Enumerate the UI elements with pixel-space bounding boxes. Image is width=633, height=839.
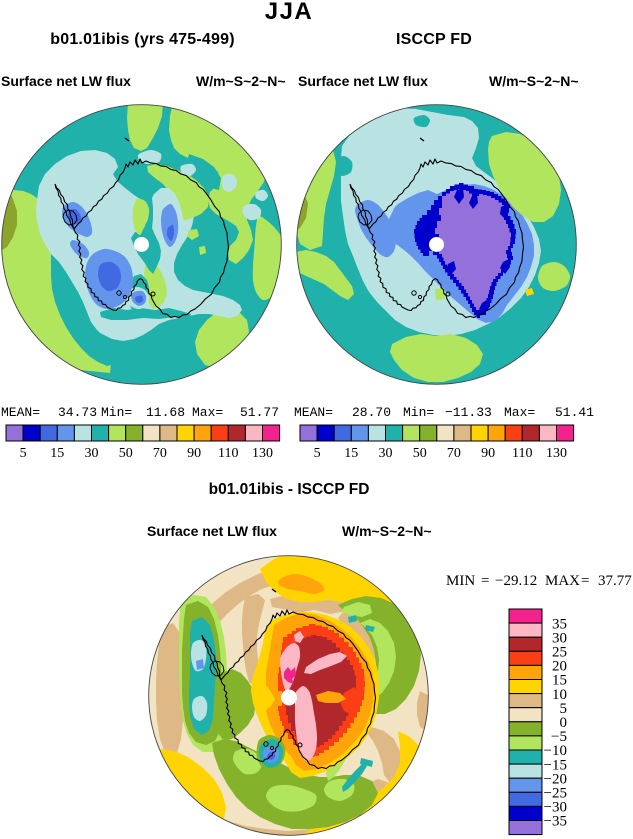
svg-text:90: 90 <box>481 446 495 461</box>
svg-text:−25: −25 <box>544 786 567 802</box>
svg-text:5: 5 <box>19 446 26 461</box>
svg-text:−35: −35 <box>544 814 567 830</box>
svg-text:20: 20 <box>552 659 567 675</box>
svg-text:−5: −5 <box>551 729 567 745</box>
svg-text:50: 50 <box>118 446 132 461</box>
svg-text:35: 35 <box>552 616 567 632</box>
svg-text:130: 130 <box>252 446 273 461</box>
svg-text:15: 15 <box>552 673 567 689</box>
svg-text:−15: −15 <box>544 757 567 773</box>
svg-text:130: 130 <box>546 446 567 461</box>
svg-text:30: 30 <box>552 630 567 646</box>
svg-text:30: 30 <box>379 446 393 461</box>
svg-text:−30: −30 <box>544 800 567 816</box>
svg-text:0: 0 <box>560 715 568 731</box>
svg-text:5: 5 <box>314 446 321 461</box>
svg-text:10: 10 <box>552 687 567 703</box>
svg-text:110: 110 <box>512 446 532 461</box>
svg-text:50: 50 <box>413 446 427 461</box>
svg-text:70: 70 <box>447 446 461 461</box>
svg-text:−10: −10 <box>544 743 567 759</box>
svg-text:−20: −20 <box>544 771 567 787</box>
svg-text:90: 90 <box>187 446 201 461</box>
svg-text:15: 15 <box>50 446 64 461</box>
svg-text:110: 110 <box>218 446 238 461</box>
svg-text:5: 5 <box>560 701 568 717</box>
svg-text:70: 70 <box>152 446 166 461</box>
svg-text:25: 25 <box>552 645 567 661</box>
svg-text:15: 15 <box>344 446 358 461</box>
svg-text:30: 30 <box>84 446 98 461</box>
